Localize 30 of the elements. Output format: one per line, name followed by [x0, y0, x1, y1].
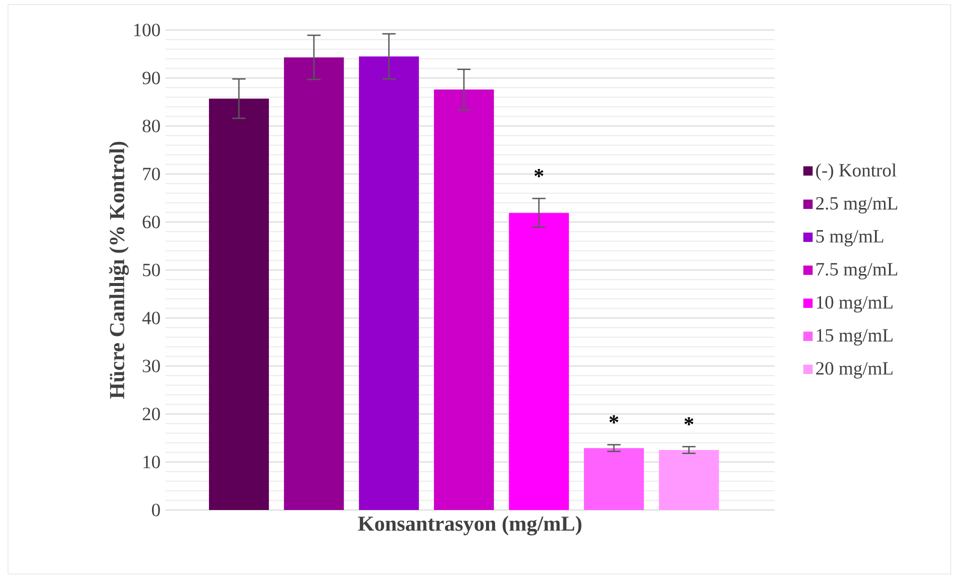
bar: [208, 98, 269, 510]
y-tick-label: 90: [142, 72, 160, 84]
x-axis-title: Konsantrasyon (mg/mL): [358, 516, 582, 536]
data-label: *: [609, 415, 618, 424]
y-tick-label: 0: [152, 504, 160, 516]
bar: [284, 57, 344, 510]
y-axis-title: Hücre Canlılığı (% Kontrol): [109, 142, 129, 399]
y-tick-label: 80: [142, 120, 160, 132]
data-label: *: [534, 169, 544, 178]
y-tick-label: 100: [134, 24, 160, 36]
bar: [434, 90, 494, 510]
y-tick-label: 20: [142, 408, 160, 420]
bar: [508, 212, 569, 510]
legend-label: 20 mg/mL: [816, 362, 892, 379]
y-tick-label: 60: [142, 216, 160, 228]
y-tick-label: 70: [143, 168, 160, 180]
legend-label: (-) Kontrol: [816, 163, 896, 180]
legend-label: 10 mg/mL: [816, 296, 892, 312]
bar: [358, 56, 419, 510]
bar: [658, 450, 719, 510]
legend-label: 7.5 mg/mL: [816, 263, 898, 280]
bar: [584, 448, 644, 510]
y-tick-label: 10: [144, 456, 160, 468]
data-label: *: [684, 417, 694, 426]
y-tick-label: 50: [143, 264, 160, 276]
y-tick-label: 30: [142, 360, 160, 372]
legend-label: 2.5 mg/mL: [816, 197, 898, 214]
legend-label: 15 mg/mL: [816, 329, 892, 346]
legend-label: 5 mg/mL: [816, 230, 884, 246]
y-tick-label: 40: [142, 312, 160, 324]
